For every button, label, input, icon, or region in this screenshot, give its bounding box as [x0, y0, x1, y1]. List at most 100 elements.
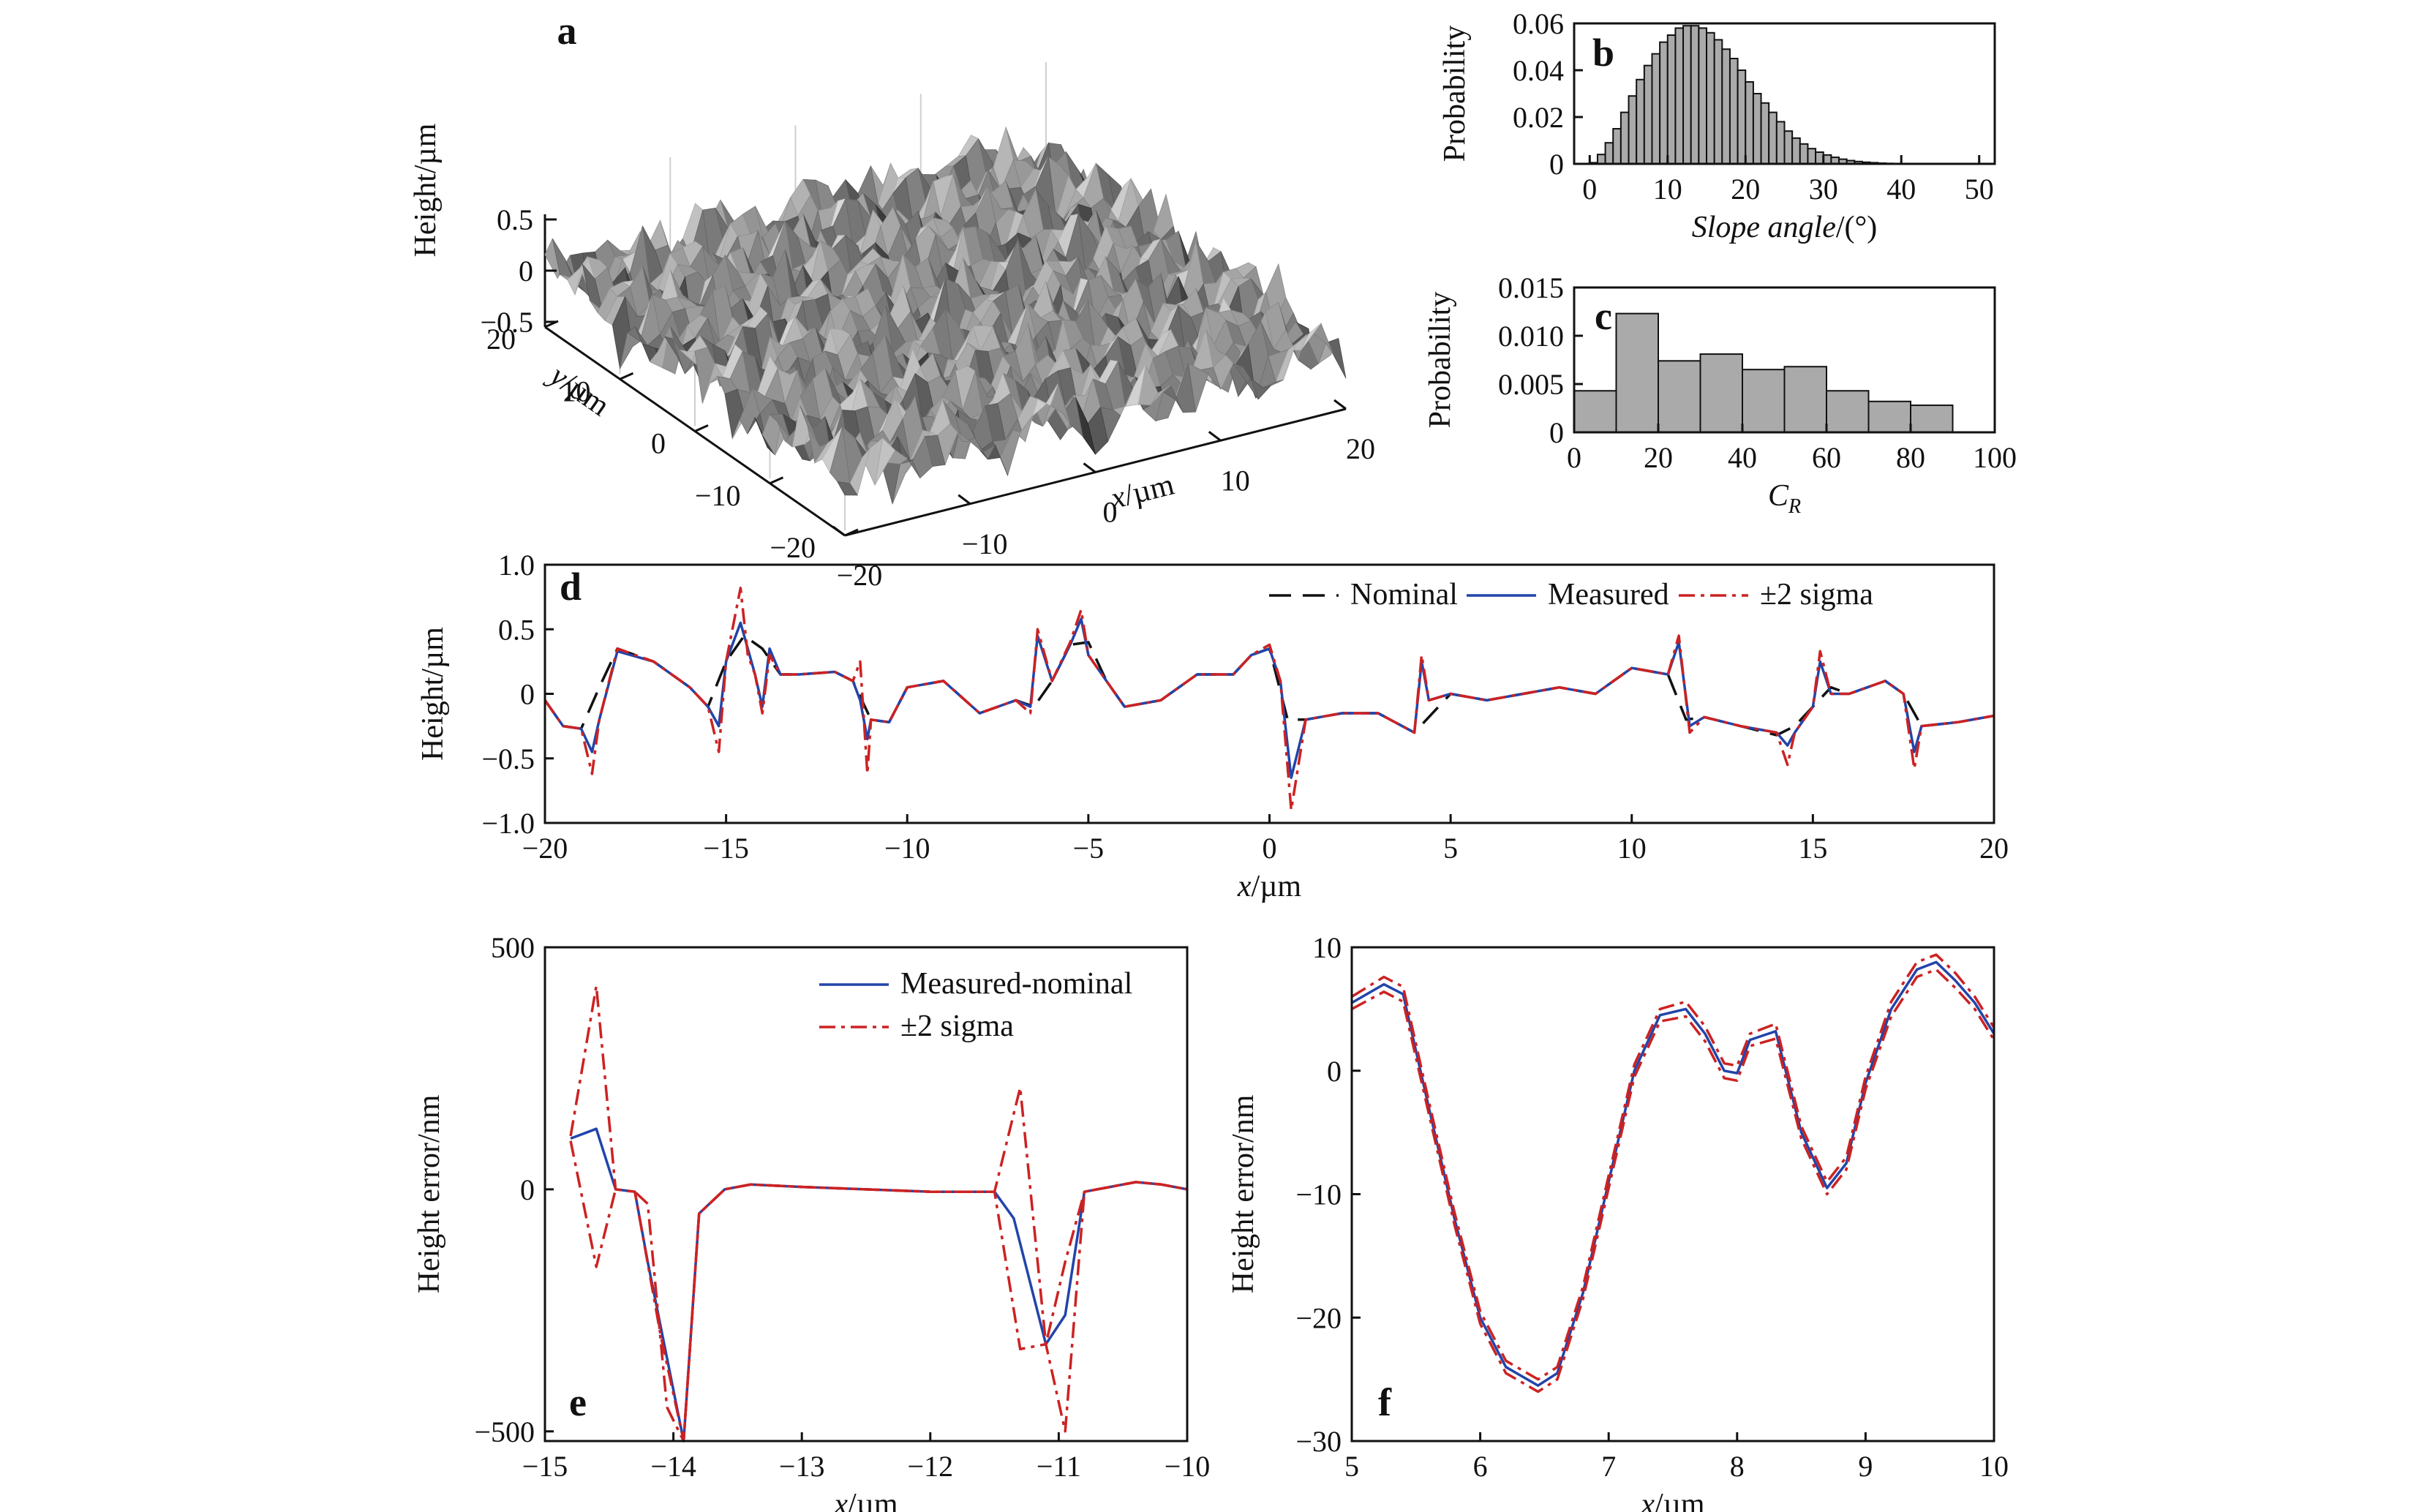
y-tick-label-c: 0 [1549, 416, 1564, 449]
bar-b-11 [1674, 27, 1685, 165]
bar-b-24 [1775, 121, 1786, 165]
plot-frame-c [1573, 286, 1996, 434]
bar-b-23 [1768, 111, 1777, 165]
x-tick-label-f: 6 [1473, 1450, 1488, 1483]
bar-b-4 [1619, 111, 1630, 165]
x-tick-label-a: 20 [1346, 432, 1375, 465]
bar-b-15 [1706, 31, 1715, 165]
y-tick-label-d: 0 [520, 678, 535, 711]
bar-c-4 [1742, 369, 1786, 434]
bar-b-21 [1752, 93, 1762, 165]
y-tick-label-f: −10 [1295, 1178, 1342, 1211]
y-tick-label-a: 20 [486, 323, 516, 356]
bar-b-7 [1643, 64, 1653, 165]
x-tick-label-e: −11 [1037, 1450, 1081, 1483]
x-tick-label-b: 30 [1809, 173, 1838, 206]
series-line-d-2 [543, 587, 1995, 812]
bar-c-1 [1615, 312, 1659, 434]
bar-b-18 [1728, 58, 1739, 165]
bar-b-1 [1596, 154, 1606, 165]
bar-b-12 [1682, 25, 1692, 165]
x-tick-label-f: 5 [1344, 1450, 1359, 1483]
panel-letter-e: e [569, 1380, 587, 1424]
y-tick-label-a: 10 [562, 375, 591, 407]
plot-frame-b [1573, 22, 1996, 165]
x-tick-label-c: 100 [1973, 441, 2017, 474]
y-tick-label-d: −0.5 [481, 742, 535, 775]
panel-b: 0 10 20 30 40 50 0 0.02 0.04 0.06 Slope angle/(°) P… [1438, 7, 1996, 244]
x-tick-label-f: 9 [1858, 1450, 1873, 1483]
x-tick-label-c: 0 [1567, 441, 1581, 474]
surface-facet-a [837, 481, 858, 496]
y-tick-label-b: 0.04 [1513, 54, 1564, 87]
y-tick-label-d: −1.0 [481, 807, 535, 840]
panel-a: −20−1001020−20−10010200.50−0.5Height/µmx… [409, 9, 1375, 592]
bar-b-13 [1690, 25, 1700, 165]
x-tick-label-d: 0 [1263, 832, 1277, 865]
x-tick-label-a: −10 [962, 527, 1008, 560]
bar-c-0 [1573, 390, 1617, 433]
x-tick-label-c: 60 [1812, 441, 1841, 474]
panel-letter-b: b [1592, 31, 1614, 75]
y-tick-label-e: 500 [491, 931, 535, 964]
z-tick-label-a: −0.5 [480, 306, 533, 339]
x-tick-label-b: 0 [1582, 173, 1597, 206]
y-tick-mark-a [619, 372, 634, 380]
x-axis-label-a: x/µm [1107, 467, 1178, 516]
x-tick-label-b: 10 [1653, 173, 1682, 206]
y-tick-label-c: 0.005 [1498, 368, 1564, 401]
series-line-f-0 [1351, 960, 1995, 1387]
x-tick-label-e: −13 [779, 1450, 825, 1483]
x-tick-label-c: 80 [1896, 441, 1925, 474]
series-line-e-1 [569, 985, 1188, 1443]
bar-b-10 [1666, 34, 1677, 165]
series-line-e-2 [569, 1140, 1188, 1443]
y-tick-label-f: −30 [1295, 1425, 1342, 1458]
z-tick-label-a: 0.5 [497, 203, 533, 236]
bar-b-5 [1628, 95, 1638, 165]
x-tick-mark-a [958, 494, 971, 505]
x-tick-label-c: 40 [1728, 441, 1757, 474]
y-axis-label-a: y/µm [541, 357, 615, 423]
panel-letter-f: f [1378, 1380, 1392, 1424]
y-tick-label-b: 0.06 [1513, 7, 1564, 40]
y-tick-label-a: −20 [770, 531, 816, 564]
y-axis-label-c: Probability [1423, 292, 1457, 429]
bar-b-3 [1612, 128, 1622, 165]
series-line-f-2 [1351, 968, 1995, 1393]
panel-letter-c: c [1595, 294, 1612, 338]
panel-d: −20 −15 −10 −5 0 5 10 15 20 1.0 0.5 0 −0.5 −1.0 x/µm He… [416, 549, 2009, 903]
bar-b-27 [1799, 143, 1809, 165]
y-tick-label-f: −20 [1295, 1301, 1342, 1334]
bar-b-17 [1721, 48, 1731, 165]
z-axis-label-a: Height/µm [409, 123, 443, 257]
bar-b-14 [1698, 27, 1708, 165]
series-line-e-0 [570, 1127, 1188, 1443]
bar-b-9 [1659, 41, 1669, 165]
y-tick-label-c: 0.010 [1498, 320, 1564, 353]
y-tick-label-e: −500 [474, 1415, 535, 1448]
x-axis-label-c: CR [1768, 479, 1801, 518]
plot-frame-e [543, 946, 1189, 1443]
y-tick-label-f: 10 [1312, 931, 1342, 964]
y-tick-mark-a [844, 528, 859, 537]
bar-c-5 [1783, 366, 1827, 433]
x-tick-label-e: −14 [650, 1450, 696, 1483]
series-line-f-1 [1351, 953, 1995, 1381]
bar-b-2 [1604, 142, 1614, 165]
y-axis-label-e: Height error/nm [413, 1094, 446, 1293]
x-tick-label-d: 20 [1979, 832, 2009, 865]
bar-c-7 [1867, 400, 1911, 434]
x-tick-label-b: 20 [1731, 173, 1760, 206]
x-tick-mark-a [1333, 399, 1347, 410]
x-tick-label-e: −15 [522, 1450, 568, 1483]
x-axis-label-b: Slope angle/(°) [1692, 211, 1878, 244]
x-tick-mark-a [1083, 462, 1096, 473]
bar-b-29 [1815, 151, 1824, 165]
bar-b-20 [1745, 81, 1754, 165]
bar-c-3 [1699, 353, 1743, 433]
x-tick-label-d: 15 [1798, 832, 1827, 865]
bar-c-8 [1910, 405, 1954, 433]
y-tick-mark-a [769, 476, 784, 485]
